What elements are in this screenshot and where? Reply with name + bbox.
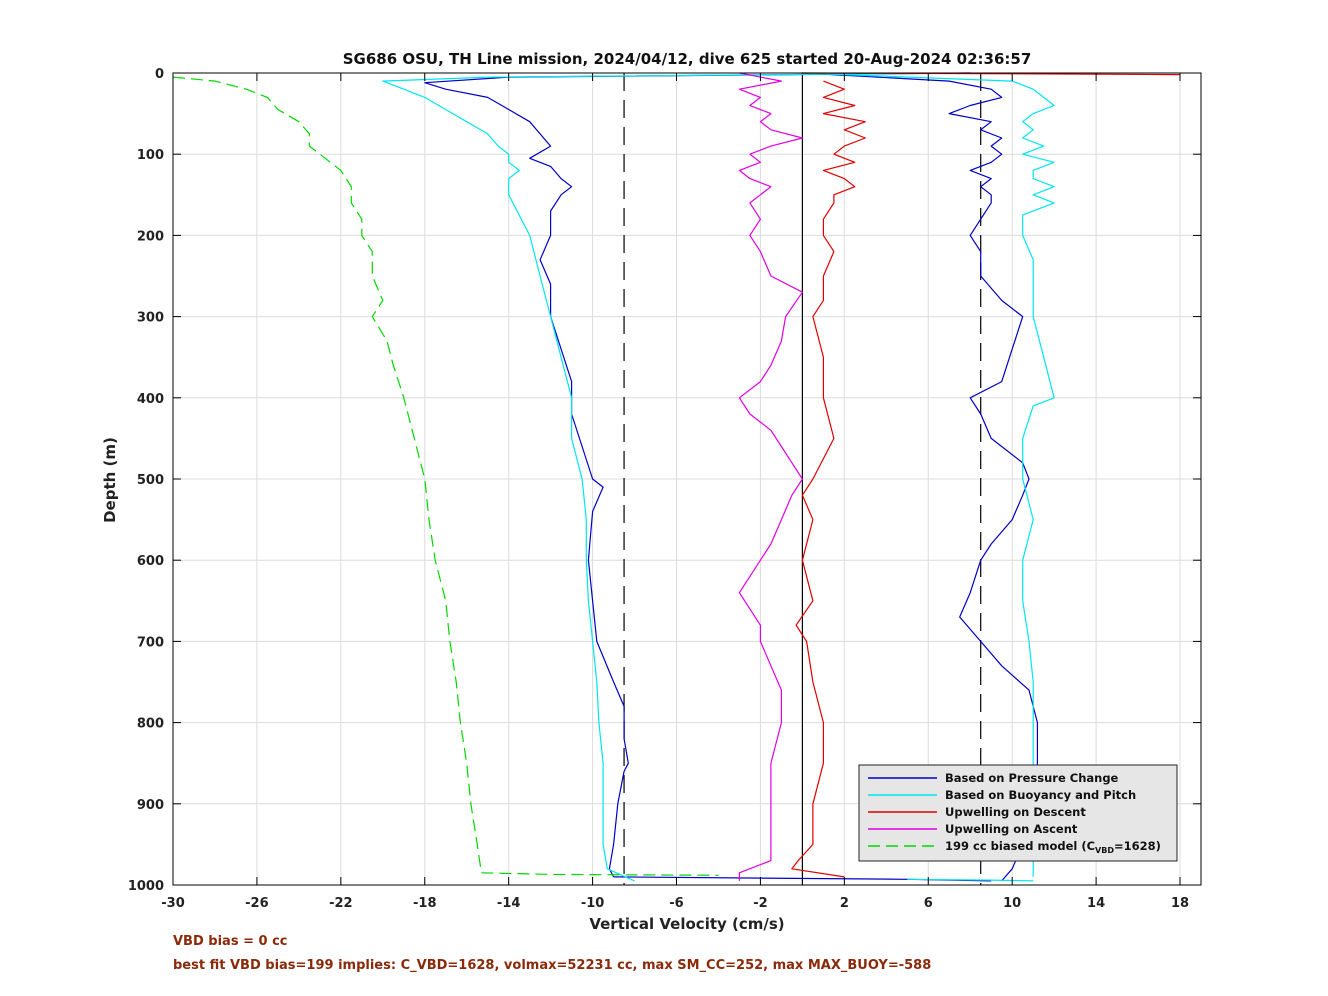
x-tick-label: -18 [413, 896, 437, 911]
best-fit-note: best fit VBD bias=199 implies: C_VBD=162… [173, 958, 932, 973]
x-tick-label: -22 [329, 896, 353, 911]
axis-ticks: -30 -26 -22 -18 -14 -10 -6 -2 2 6 10 14 180100200300… [128, 67, 1201, 911]
legend-label-text: Based on Buoyancy and Pitch [945, 788, 1136, 802]
y-tick-label: 200 [137, 229, 164, 244]
y-axis-label: Depth (m) [101, 437, 119, 523]
legend-label: Based on Pressure Change [945, 771, 1119, 785]
y-tick-label: 300 [137, 311, 164, 326]
y-tick-label: 700 [137, 635, 164, 650]
series-group [382, 72, 1055, 882]
y-tick-label: 0 [155, 67, 164, 82]
series-group [172, 76, 719, 876]
x-tick-label: -26 [245, 896, 269, 911]
x-tick-label: 18 [1171, 896, 1189, 911]
x-tick-label: -14 [497, 896, 521, 911]
vbd-bias-note: VBD bias = 0 cc [173, 934, 288, 949]
legend-label-text: Upwelling on Ascent [945, 822, 1078, 836]
x-tick-label: -30 [161, 896, 185, 911]
x-tick-label: 2 [840, 896, 849, 911]
series-line [802, 72, 1039, 882]
grid-lines [172, 72, 1201, 886]
y-tick-label: 800 [137, 717, 164, 732]
y-tick-label: 500 [137, 473, 164, 488]
series-line [791, 80, 866, 878]
legend-label-suffix: =1628) [1114, 839, 1161, 853]
x-tick-label: 10 [1003, 896, 1021, 911]
x-tick-label: 14 [1087, 896, 1105, 911]
series-group [738, 72, 804, 881]
y-tick-label: 1000 [128, 879, 164, 894]
legend-box [858, 764, 1178, 862]
legend: Based on Pressure Change Based on Buoyanc… [858, 764, 1178, 862]
legend-label-subscript: VBD [1095, 846, 1114, 855]
x-tick-label: -6 [669, 896, 683, 911]
series-line [481, 872, 719, 876]
legend-label: Upwelling on Descent [945, 805, 1086, 819]
series-lines [172, 72, 1181, 882]
series-line [907, 878, 1034, 882]
y-tick-label: 400 [137, 392, 164, 407]
legend-label: 199 cc biased model (CVBD=1628) [945, 839, 1161, 855]
legend-label: Based on Buoyancy and Pitch [945, 788, 1136, 802]
series-line [424, 72, 971, 878]
x-tick-label: 6 [924, 896, 933, 911]
x-axis-label: Vertical Velocity (cm/s) [589, 915, 784, 933]
chart-title: SG686 OSU, TH Line mission, 2024/04/12, … [343, 50, 1032, 68]
series-line [382, 72, 971, 882]
y-tick-label: 600 [137, 554, 164, 569]
series-line [738, 72, 804, 881]
x-tick-label: -10 [581, 896, 605, 911]
legend-label-text: Upwelling on Descent [945, 805, 1086, 819]
series-line [802, 72, 1055, 877]
legend-label-text: 199 cc biased model (C [945, 839, 1095, 853]
y-tick-label: 900 [137, 798, 164, 813]
x-tick-label: -2 [753, 896, 767, 911]
legend-label-text: Based on Pressure Change [945, 771, 1119, 785]
series-line [172, 76, 482, 873]
legend-label: Upwelling on Ascent [945, 822, 1078, 836]
y-tick-label: 100 [137, 148, 164, 163]
